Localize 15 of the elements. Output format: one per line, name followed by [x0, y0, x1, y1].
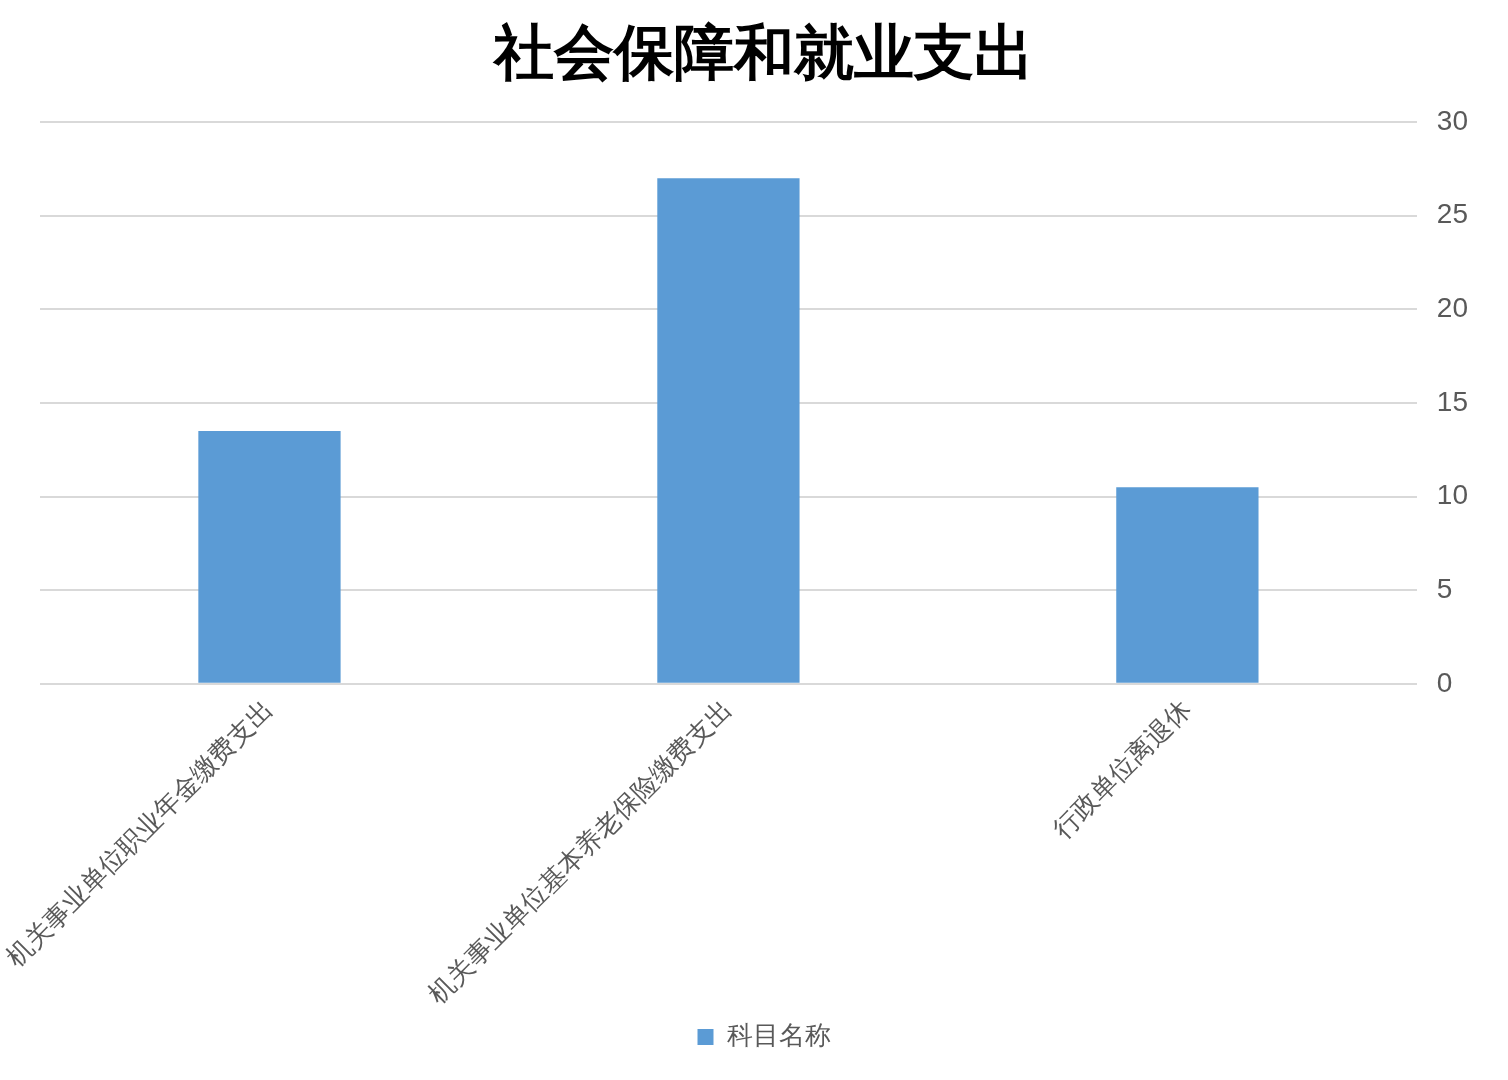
y-tick-label: 20: [1436, 291, 1469, 323]
y-tick-label: 5: [1436, 572, 1453, 604]
legend-label: 科目名称: [726, 1020, 831, 1051]
y-tick-label: 10: [1436, 479, 1469, 511]
y-tick-label: 0: [1436, 666, 1453, 698]
y-tick-label: 25: [1436, 198, 1469, 230]
y-tick-label: 15: [1436, 385, 1469, 417]
bar: [198, 430, 341, 683]
x-tick-label: 机关事业单位基本养老保险缴费支出: [422, 693, 738, 1010]
chart-title: 社会保障和就业支出: [492, 18, 1034, 86]
y-tick-label: 30: [1436, 104, 1469, 136]
x-tick-label: 行政单位离退休: [1046, 693, 1197, 844]
x-tick-label: 机关事业单位职业年金缴费支出: [0, 693, 279, 973]
bar: [1116, 487, 1259, 683]
bar: [657, 178, 800, 683]
